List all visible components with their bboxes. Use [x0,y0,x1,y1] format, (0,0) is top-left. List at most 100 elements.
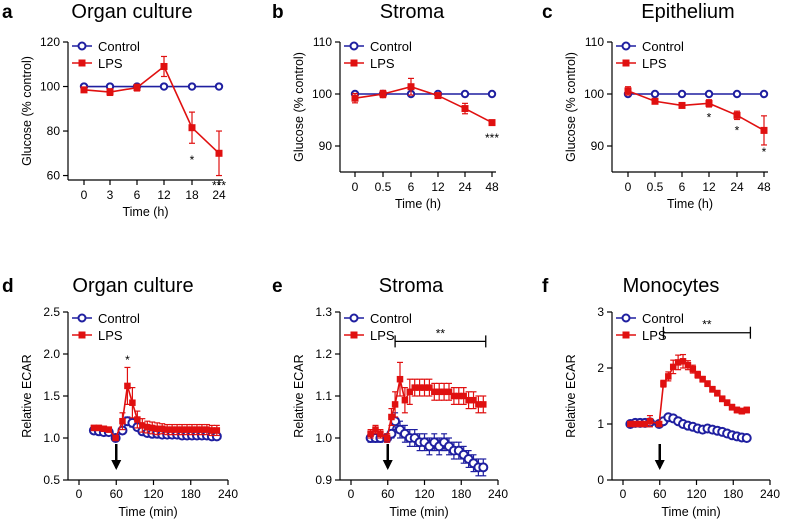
significance-marker: *** [485,131,499,145]
legend-label-control: Control [370,39,412,54]
series-line [627,90,765,132]
lps-point [388,413,395,421]
x-axis-label: Time (h) [122,205,168,219]
lps-point [465,396,472,404]
series-lps [351,77,496,127]
x-tick-label: 12 [431,180,445,194]
panel-e: e Stroma 0.9 1.0 1.1 1.2 1.3 0 60 120 180 240 Time (… [272,275,508,519]
panel-letter: b [272,2,284,23]
lps-point [208,427,216,434]
legend: Control LPS [616,311,684,343]
x-tick-label: 12 [157,188,171,202]
x-axis-label: Time (h) [667,197,713,211]
series-control [625,412,752,443]
x-tick-label: 6 [408,180,415,194]
x-tick-label: 0 [76,487,83,501]
lps-point [95,424,103,432]
x-axis-label: Time (min) [389,505,448,519]
significance-marker: * [190,153,195,167]
lps-point [139,422,146,429]
x-tick-label: 60 [653,487,667,501]
lps-point [391,401,399,408]
lps-point [689,365,697,373]
series-control [79,82,224,91]
y-tick-label: 1.3 [315,305,332,319]
legend: Control LPS [72,311,140,343]
lps-point [168,426,176,433]
x-tick-label: 0 [625,180,632,194]
y-tick-label: 2.5 [43,305,60,319]
y-axis-label: Relative ECAR [564,354,578,437]
significance-label: ** [702,318,712,332]
lps-point [728,403,736,411]
y-axis-label: Glucose (% control) [564,52,578,162]
series-line [630,360,747,426]
legend-label-control: Control [98,311,140,326]
legend-marker-lps [78,59,86,67]
lps-point [480,401,487,408]
x-tick-label: 18 [185,188,199,202]
control-point [741,433,752,443]
x-tick-label: 0 [81,188,88,202]
legend-marker-control [77,313,87,323]
lps-point [188,426,196,433]
x-tick-label: 240 [760,487,780,501]
control-point [159,82,169,91]
injection-arrow-icon [111,460,122,470]
lps-point [124,382,131,390]
x-axis-label: Time (h) [395,197,441,211]
legend-label-control: Control [642,39,684,54]
panel-c: c Epithelium 90 100 110 0 0.5 6 12 24 48 Time (h) Gl… [542,1,771,211]
x-tick-label: 60 [381,487,395,501]
lps-point [351,94,359,102]
x-tick-label: 0.5 [647,180,664,194]
x-tick-label: 0 [348,487,355,501]
lps-point [641,420,649,428]
lps-point [440,388,448,396]
panel-title: Stroma [379,275,444,297]
lps-point [383,434,391,442]
legend-label-control: Control [642,311,684,326]
lps-point [709,386,716,393]
legend: Control LPS [616,39,684,71]
y-tick-label: 1 [597,417,604,431]
legend-label-lps: LPS [98,56,123,71]
lps-point [426,384,433,391]
x-tick-label: 180 [181,487,201,501]
y-tick-label: 100 [40,80,60,94]
x-tick-label: 0.5 [375,180,392,194]
control-point [759,89,769,99]
lps-point [714,389,721,397]
y-axis-label: Glucose (% control) [20,56,34,166]
lps-point [203,426,211,433]
legend-marker-control [621,313,631,323]
y-tick-label: 100 [312,87,332,101]
lps-point [434,92,442,100]
y-axis-label: Relative ECAR [292,354,306,437]
x-tick-label: 0 [620,487,627,501]
x-tick-label: 60 [110,487,124,501]
legend-label-lps: LPS [98,328,123,343]
y-tick-label: 0.9 [315,473,332,487]
lps-point [636,420,644,428]
legend-marker-control [349,313,359,323]
legend-label-lps: LPS [642,328,667,343]
lps-point [632,420,639,428]
series-lps [624,86,768,146]
lps-point [624,87,632,95]
x-tick-label: 24 [730,180,744,194]
lps-point [684,361,692,369]
x-tick-label: 24 [212,188,226,202]
legend-marker-lps [78,331,86,339]
series-line [354,85,493,124]
panel-letter: e [272,276,283,297]
lps-point [160,62,168,70]
injection-arrow-icon [654,460,665,470]
x-tick-label: 6 [134,188,141,202]
lps-point [655,420,663,428]
legend: Control LPS [344,311,412,343]
x-tick-label: 0 [352,180,359,194]
series-lps [80,55,223,177]
y-tick-label: 120 [40,35,60,49]
lps-point [158,425,166,433]
